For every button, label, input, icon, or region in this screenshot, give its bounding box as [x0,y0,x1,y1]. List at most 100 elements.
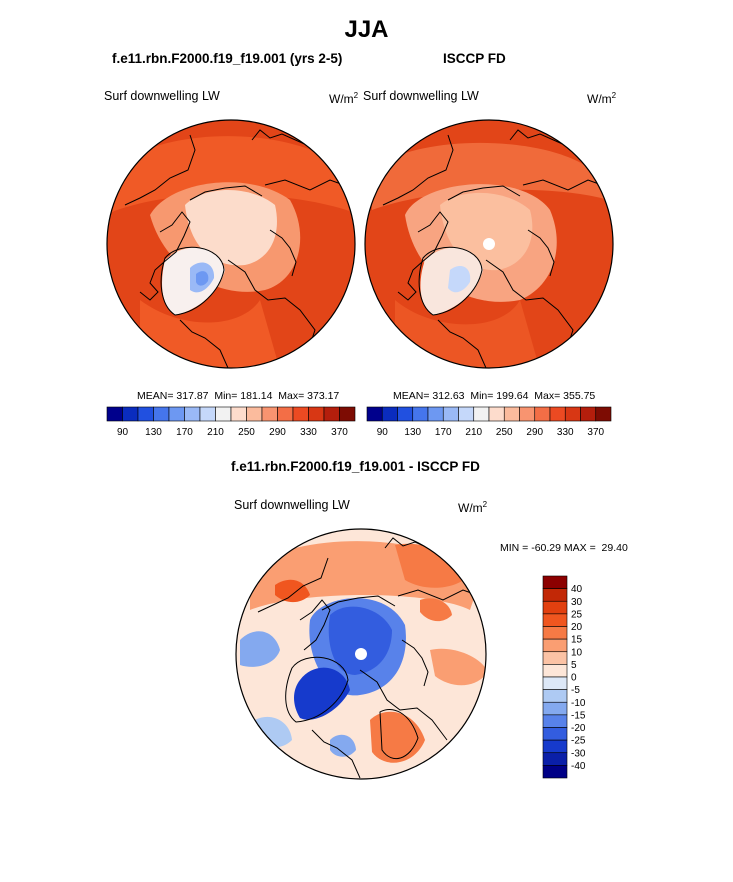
colorbar-box [542,664,568,678]
colorbar-tick-label: 15 [571,635,583,646]
colorbar-box [442,406,459,422]
colorbar-tick-label: 40 [571,584,583,595]
colorbar-tick-label: 170 [176,427,193,438]
colorbar-box [542,739,568,754]
colorbar-tick-label: 90 [117,427,129,438]
colorbar-box [519,406,536,422]
colorbar-tick-label: 130 [145,427,162,438]
left-panel-title: f.e11.rbn.F2000.f19_f19.001 (yrs 2-5) [112,51,343,66]
colorbar-box [277,406,294,422]
colorbar-tick-label: 25 [571,609,583,620]
colorbar-tick-label: 10 [571,647,583,658]
colorbar-box [137,406,154,422]
diff-pole-mask [355,648,367,660]
colorbar-box [542,651,568,665]
left-units-base: W/m [329,92,354,106]
colorbar-box [215,406,232,422]
left-units-label: W/m2 [329,91,358,106]
colorbar-tick-label: 290 [269,427,286,438]
colorbar-box [458,406,475,422]
colorbar-box [542,626,568,640]
left-units-exp: 2 [353,91,359,100]
colorbar-tick-label: 330 [300,427,317,438]
colorbar-tick-label: 30 [571,597,583,608]
colorbar-tick-label: 250 [238,427,255,438]
colorbar-tick-label: 90 [377,427,389,438]
colorbar-tick-label: 370 [331,427,348,438]
figure-title: JJA [344,16,389,43]
colorbar-box [542,575,568,589]
colorbar-tick-label: -25 [571,736,586,747]
colorbar-box [397,406,414,422]
colorbar-box [542,765,568,779]
right-variable-label: Surf downwelling LW [363,89,479,103]
colorbar-box [168,406,185,422]
colorbar-box [230,406,247,422]
colorbar-tick-label: 290 [526,427,543,438]
colorbar-box [366,406,383,422]
diff-variable-label: Surf downwelling LW [234,498,350,512]
colorbar-box [261,406,278,422]
diff-coastlines [257,537,486,779]
colorbar-box [542,714,568,728]
right-pole-mask [483,238,495,250]
colorbar-tick-label: 250 [496,427,513,438]
colorbar-box [580,406,597,422]
colorbar-tick-label: 0 [571,673,577,684]
colorbar-tick-label: 170 [435,427,452,438]
colorbar-tick-label: 210 [465,427,482,438]
colorbar-box [542,689,568,703]
colorbar-tick-label: -10 [571,698,586,709]
colorbar-box [549,406,566,422]
diff-units-base: W/m [458,501,483,515]
colorbar-box [542,638,568,653]
colorbar-box [595,406,612,422]
right-map [365,120,613,368]
colorbar-tick-label: 370 [587,427,604,438]
colorbar-box [323,406,340,422]
colorbar-box [542,588,568,602]
right-stats: MEAN= 312.63 Min= 199.64 Max= 355.75 [393,390,596,402]
colorbar-box [542,676,568,690]
colorbar-tick-label: 210 [207,427,224,438]
colorbar-box [427,406,444,422]
colorbar-tick-label: -30 [571,748,586,759]
left-colorbar: 90 130 170 210 250 290 330 370 [106,406,356,438]
colorbar-box [184,406,201,422]
colorbar-tick-label: 5 [571,660,577,671]
diff-units-label: W/m2 [458,500,487,515]
colorbar-box [564,406,581,422]
colorbar-box [542,600,568,615]
diff-stats: MIN = -60.29 MAX = 29.40 [500,542,628,554]
colorbar-box [503,406,520,422]
right-colorbar: 90 130 170 210 250 290 330 370 [366,406,612,438]
colorbar-box [122,406,139,422]
colorbar-tick-label: 330 [557,427,574,438]
colorbar-box [339,406,356,422]
colorbar-tick-label: 130 [404,427,421,438]
right-panel-title: ISCCP FD [443,51,506,66]
colorbar-box [542,613,568,627]
colorbar-box [473,406,490,422]
colorbar-box [292,406,309,422]
colorbar-box [199,406,216,422]
colorbar-box [412,406,429,422]
colorbar-box [488,406,505,422]
colorbar-box [246,406,263,422]
colorbar-tick-label: 20 [571,622,583,633]
colorbar-tick-label: -40 [571,761,586,772]
colorbar-box [542,701,568,716]
colorbar-box [381,406,398,422]
colorbar-box [153,406,170,422]
colorbar-box [106,406,123,422]
diff-units-exp: 2 [482,500,488,509]
right-units-label: W/m2 [587,91,616,106]
right-units-base: W/m [587,92,612,106]
right-units-exp: 2 [611,91,617,100]
colorbar-box [308,406,325,422]
left-variable-label: Surf downwelling LW [104,89,220,103]
colorbar-tick-label: -15 [571,710,586,721]
colorbar-tick-label: -20 [571,723,586,734]
